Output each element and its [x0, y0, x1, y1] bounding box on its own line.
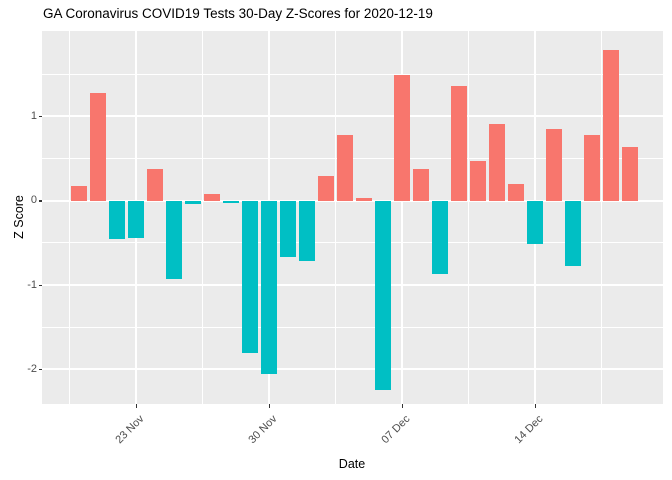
bar-30-nov [260, 200, 278, 374]
gridline-major-horizontal [42, 368, 663, 371]
bar-21-nov [89, 92, 107, 201]
gridline-minor-vertical [202, 31, 204, 404]
bar-24-nov [146, 169, 164, 201]
bar-11-dec [469, 160, 487, 201]
plot-title: GA Coronavirus COVID19 Tests 30-Day Z-Sc… [43, 6, 433, 21]
bar-18-dec [602, 49, 620, 201]
bar-26-nov [184, 200, 202, 204]
x-axis-tick-mark [401, 404, 404, 408]
bar-20-nov [70, 186, 88, 201]
bar-08-dec [412, 169, 430, 201]
bar-16-dec [564, 200, 582, 267]
bar-05-dec [355, 198, 373, 201]
bar-15-dec [545, 128, 563, 201]
y-axis-tick-label: 0 [30, 194, 37, 207]
gridline-minor-horizontal [42, 326, 663, 328]
y-axis-tick-label: -1 [27, 278, 37, 291]
bar-01-dec [279, 200, 297, 258]
bar-29-nov [241, 200, 259, 353]
x-axis-tick-label: 30 Nov [246, 413, 280, 447]
bar-12-dec [488, 123, 506, 201]
gridline-minor-vertical [69, 31, 71, 404]
chart-panel [42, 31, 663, 404]
bar-25-nov [165, 200, 183, 280]
gridline-minor-vertical [601, 31, 603, 404]
bar-17-dec [583, 134, 601, 201]
x-axis-tick-mark [268, 404, 271, 408]
gridline-minor-horizontal [42, 73, 663, 75]
bar-19-dec [621, 147, 639, 201]
x-axis-tick-mark [135, 404, 138, 408]
bar-28-nov [222, 200, 240, 204]
bar-02-dec [298, 200, 316, 262]
y-axis-tick-mark [38, 368, 42, 371]
bar-04-dec [336, 134, 354, 201]
gridline-minor-horizontal [42, 242, 663, 244]
gridline-major-horizontal [42, 284, 663, 286]
gridline-major-vertical [401, 31, 404, 404]
x-axis-tick-label: 14 Dec [512, 413, 546, 447]
bar-07-dec [393, 74, 411, 201]
x-axis-tick-label: 07 Dec [379, 413, 413, 447]
y-axis-tick-mark [38, 115, 42, 118]
bar-27-nov [203, 193, 221, 201]
bar-13-dec [507, 183, 525, 201]
bar-14-dec [526, 200, 544, 245]
bar-23-nov [127, 200, 145, 238]
y-axis-tick-label: 1 [30, 109, 37, 122]
y-axis-tick-label: -2 [27, 362, 37, 375]
gridline-minor-vertical [468, 31, 470, 404]
bar-03-dec [317, 176, 335, 201]
bar-09-dec [431, 200, 449, 275]
bar-10-dec [450, 85, 468, 201]
gridline-minor-vertical [335, 31, 337, 404]
x-axis-title: Date [338, 457, 366, 471]
gridline-major-horizontal [42, 199, 663, 202]
gridline-major-horizontal [42, 115, 663, 118]
x-axis-tick-mark [534, 404, 537, 408]
y-axis-tick-mark [38, 284, 42, 286]
bar-06-dec [374, 200, 392, 390]
y-axis-tick-mark [38, 200, 42, 202]
x-axis-tick-label: 23 Nov [113, 413, 147, 447]
bar-22-nov [108, 200, 126, 239]
